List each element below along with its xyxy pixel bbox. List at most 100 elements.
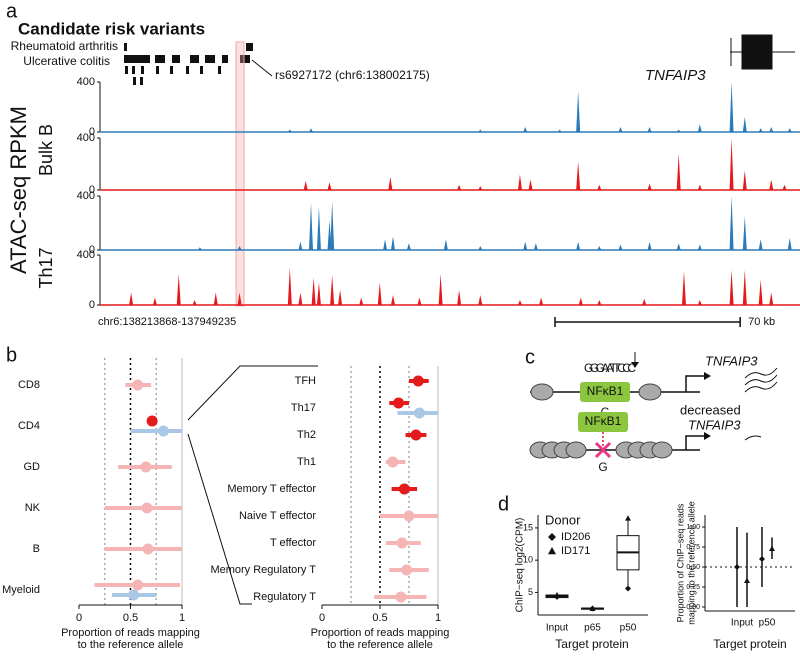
scale-bar-label: 70 kb [748, 316, 775, 328]
peak [406, 243, 411, 250]
peak [539, 297, 544, 305]
legend-title: Donor [545, 512, 581, 527]
legend-label: ID206 [561, 531, 590, 543]
peak [237, 245, 242, 250]
point [132, 579, 144, 591]
scale-bar [554, 317, 741, 327]
category-label: Naive T effector [239, 510, 316, 522]
peak [330, 201, 335, 250]
peak [478, 245, 483, 250]
panel-label: c [525, 346, 535, 368]
peak [769, 292, 774, 305]
x-label: Proportion of reads mapping [61, 627, 200, 639]
peak [528, 179, 533, 190]
variant-row-label: Rheumatoid arthritis [11, 39, 118, 53]
category-label: Myeloid [2, 584, 40, 596]
point [413, 407, 425, 419]
peak [443, 239, 448, 250]
point [410, 429, 422, 441]
y-tick-label: 400 [77, 190, 95, 202]
peak [523, 241, 528, 250]
point [734, 564, 740, 570]
peak [742, 270, 747, 305]
y-tick-label: 0.75 [686, 544, 700, 551]
point [396, 537, 408, 549]
peak [197, 247, 202, 250]
point [398, 483, 410, 495]
y-tick-label: 400 [77, 132, 95, 144]
peak [758, 280, 763, 305]
category-label: NK [25, 502, 41, 514]
y-tick-label: 400 [77, 76, 95, 88]
peak [647, 183, 652, 190]
protein-label: NFκB1 [587, 384, 624, 398]
peak [729, 270, 734, 305]
category-label: CD8 [18, 379, 40, 391]
peak [478, 129, 483, 132]
peak [647, 127, 652, 132]
peak [642, 298, 647, 305]
peak [618, 127, 623, 132]
point [589, 605, 596, 611]
peak [308, 202, 313, 250]
peak [316, 206, 321, 250]
peak [298, 241, 303, 250]
peak [758, 239, 763, 250]
x-tick-label: Input [731, 618, 753, 629]
peak [327, 182, 332, 190]
sample-label: Bulk B [36, 124, 56, 176]
peak [359, 297, 364, 305]
gene-model [730, 34, 795, 70]
peak [742, 170, 747, 190]
variant-row-label: Ulcerative colitis [23, 54, 110, 68]
peak [438, 273, 443, 305]
peak [311, 277, 316, 305]
x-tick-label: 0 [319, 612, 325, 624]
peak [523, 127, 528, 132]
category-label: Th17 [291, 402, 316, 414]
point [548, 547, 556, 555]
peak [676, 243, 681, 250]
point [759, 556, 765, 562]
peak [769, 179, 774, 190]
peak [729, 196, 734, 250]
x-label: Proportion of reads mapping [311, 627, 450, 639]
category-label: CD4 [18, 420, 40, 432]
gene-label: TNFAIP3 [705, 353, 758, 368]
point [140, 461, 152, 473]
x-tick-label: p65 [584, 623, 601, 634]
peak [742, 216, 747, 250]
peak [388, 177, 393, 190]
x-label: to the reference allele [327, 639, 433, 651]
title: Candidate risk variants [18, 19, 205, 38]
peak [192, 300, 197, 305]
peak [330, 275, 335, 305]
category-label: B [33, 543, 40, 555]
x-tick-label: p50 [759, 618, 776, 629]
peak [576, 161, 581, 190]
category-label: Regulatory T [253, 591, 316, 603]
point [128, 589, 140, 601]
peak [213, 292, 218, 305]
y-tick-label: 15 [523, 522, 533, 532]
category-label: Memory Regulatory T [210, 564, 316, 576]
point [554, 592, 560, 598]
highlight-label: rs6927172 (chr6:138002175) [275, 68, 430, 82]
y-tick-label: 10 [523, 555, 533, 565]
callout-line [251, 59, 273, 77]
peak [647, 241, 652, 250]
peak [697, 124, 702, 132]
peak [457, 184, 462, 190]
y-tick-label: 0.25 [686, 584, 700, 591]
peak [597, 245, 602, 250]
diagram: c NFκB1 C GGGAATTCCC TNFAIP3 NFκB1 G dec… [525, 346, 778, 474]
peak [338, 290, 343, 305]
y-tick-label: 0 [89, 244, 95, 256]
peak [597, 184, 602, 190]
allele-label: G [598, 460, 607, 474]
x-tick-label: Input [546, 623, 568, 634]
category-label: Memory T effector [227, 483, 316, 495]
point [157, 425, 169, 437]
peak [457, 290, 462, 305]
y-tick-label: 0.50 [686, 564, 700, 571]
